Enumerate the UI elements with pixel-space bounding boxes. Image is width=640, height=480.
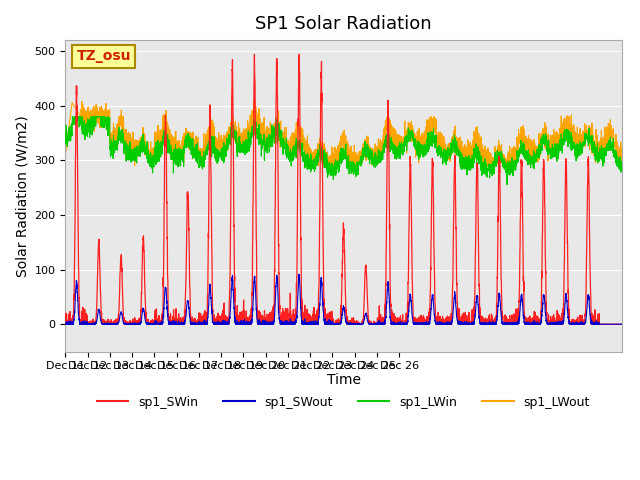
Text: TZ_osu: TZ_osu bbox=[77, 49, 131, 63]
X-axis label: Time: Time bbox=[326, 372, 360, 387]
Legend: sp1_SWin, sp1_SWout, sp1_LWin, sp1_LWout: sp1_SWin, sp1_SWout, sp1_LWin, sp1_LWout bbox=[92, 391, 595, 414]
Y-axis label: Solar Radiation (W/m2): Solar Radiation (W/m2) bbox=[15, 115, 29, 276]
Title: SP1 Solar Radiation: SP1 Solar Radiation bbox=[255, 15, 432, 33]
